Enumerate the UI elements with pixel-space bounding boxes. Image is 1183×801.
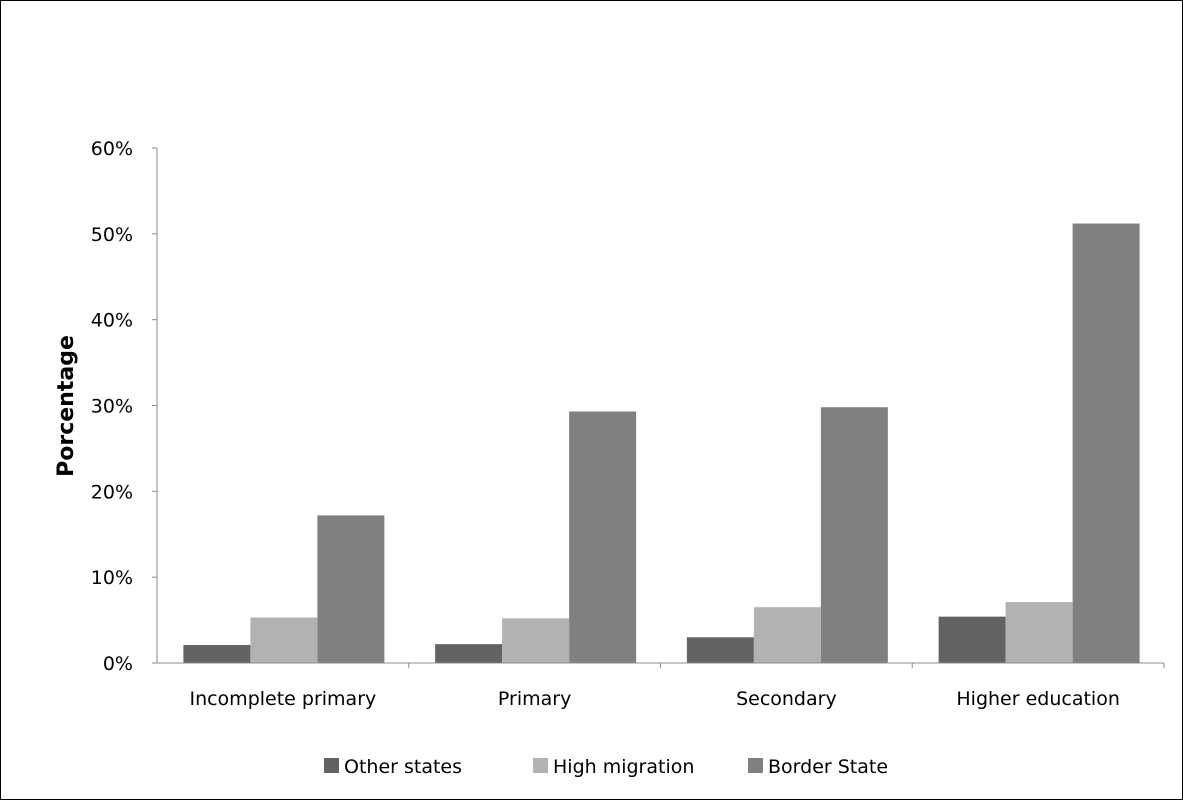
x-tick-label: Primary [498, 688, 571, 710]
bar-1-4 [938, 616, 1006, 663]
y-tick-label: 30% [91, 396, 133, 418]
y-tick-label: 60% [91, 138, 133, 160]
bar-3-4 [1072, 223, 1140, 664]
bar-2-4 [1005, 602, 1073, 663]
y-tick-label: 20% [91, 481, 133, 503]
y-tick-label: 40% [91, 310, 133, 332]
bar-2-1 [250, 617, 318, 663]
x-tick-label: Incomplete primary [189, 688, 376, 710]
legend-label-1: Other states [344, 756, 462, 778]
bar-3-1 [317, 515, 385, 663]
bar-3-3 [820, 407, 888, 663]
bar-2-3 [753, 607, 821, 663]
y-tick-label: 50% [91, 224, 133, 246]
bar-3-2 [569, 411, 637, 663]
legend-label-3: Border State [768, 756, 888, 778]
bar-2-2 [502, 618, 570, 663]
y-axis-title: Porcentage [54, 335, 79, 477]
bar-1-3 [686, 637, 754, 663]
legend-swatch-2 [533, 758, 548, 773]
legend: Other states High migration Border State [324, 756, 888, 778]
legend-swatch-3 [748, 758, 763, 773]
bar-1-1 [183, 644, 251, 663]
legend-label-2: High migration [553, 756, 694, 778]
bar-1-2 [435, 644, 503, 663]
legend-swatch-1 [324, 758, 339, 773]
y-tick-label: 10% [91, 567, 133, 589]
plot-area: 0% 10% 20% 30% 40% 50% 60% Incomplete primary Pr… [91, 138, 1165, 710]
x-tick-label: Higher education [956, 688, 1120, 710]
y-tick-label: 0% [103, 653, 133, 675]
x-tick-label: Secondary [736, 688, 837, 710]
